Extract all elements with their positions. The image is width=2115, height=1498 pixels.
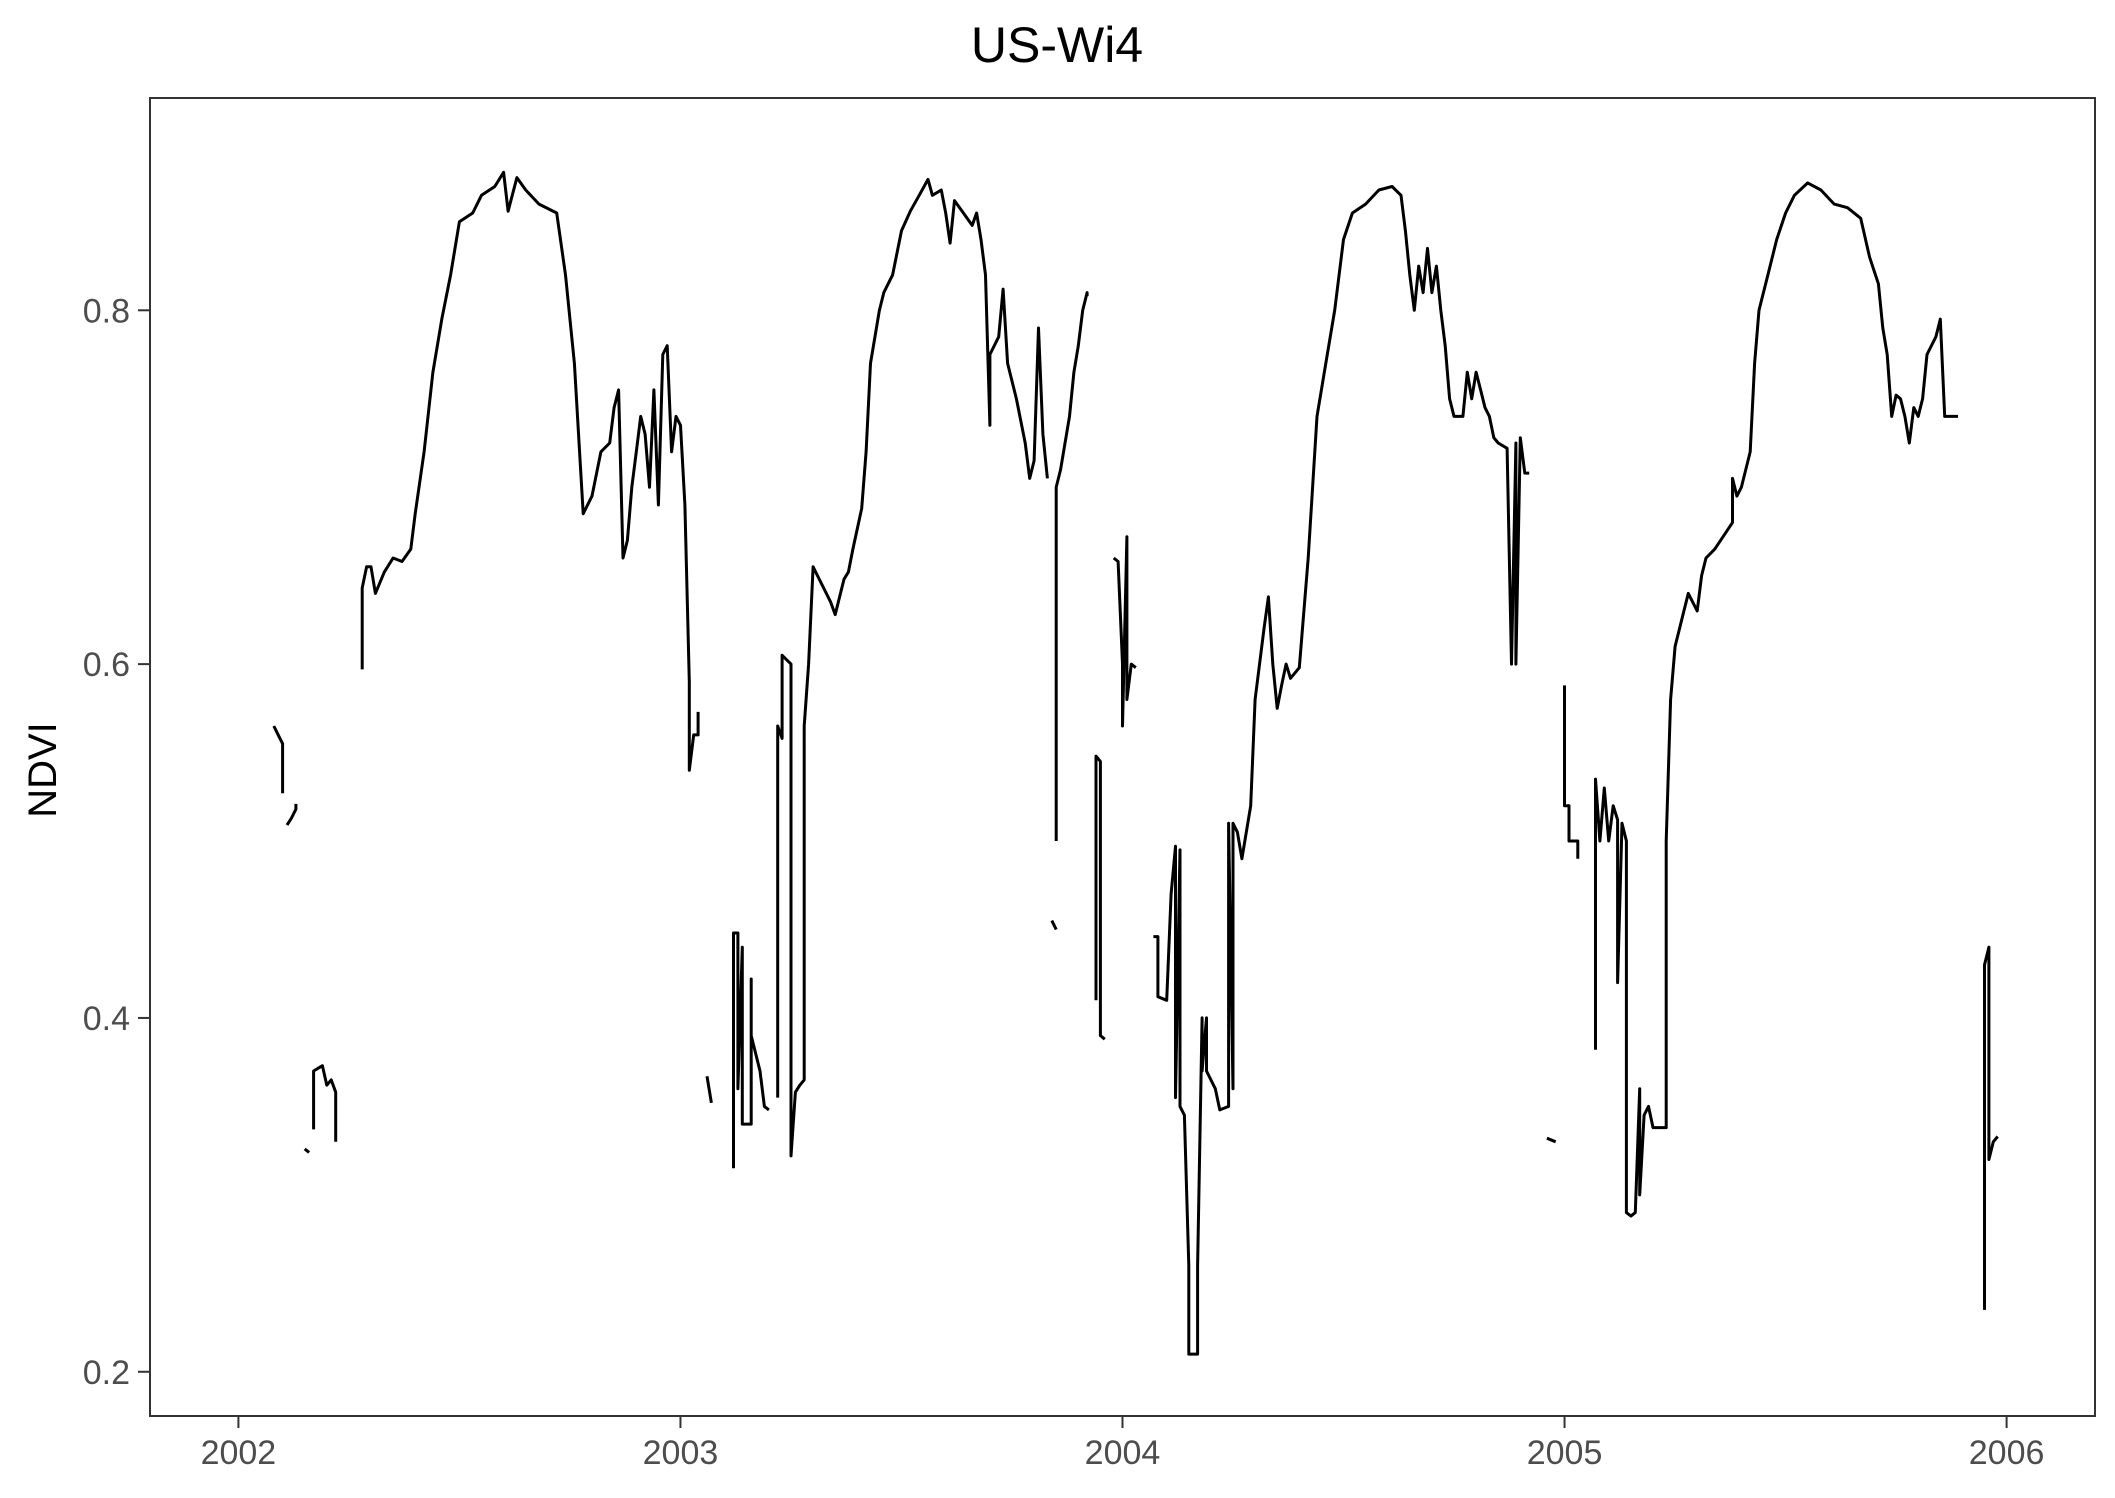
ndvi-series-segment [272, 725, 285, 794]
ndvi-series-segment [303, 1147, 311, 1154]
x-tick-label: 2006 [1969, 1434, 2045, 1472]
ndvi-series-segment [360, 170, 700, 772]
y-tick-label: 0.4 [83, 1000, 130, 1038]
ndvi-series-segment [1594, 181, 1958, 1218]
x-tick-label: 2003 [643, 1434, 719, 1472]
y-tick-label: 0.6 [83, 646, 130, 684]
ndvi-series-segment [776, 177, 1049, 1158]
x-tick-label: 2004 [1085, 1434, 1161, 1472]
ndvi-series-segment [1112, 535, 1137, 728]
ndvi-series-segment [732, 931, 770, 1169]
x-axis: 2002 2003 2004 2005 2006 [201, 1416, 2045, 1472]
y-tick-label: 0.8 [83, 292, 130, 330]
ndvi-series-segment [285, 803, 298, 826]
ndvi-series-segment [312, 1064, 338, 1142]
chart-title: US-Wi4 [971, 17, 1143, 73]
ndvi-series-segment [705, 1076, 713, 1104]
ndvi-series-segment [1983, 945, 1999, 1310]
ndvi-series-segment [1054, 291, 1089, 841]
y-axis: 0.2 0.4 0.6 0.8 [83, 292, 150, 1392]
y-axis-label: NDVI [21, 722, 65, 818]
ndvi-series-segment [1153, 185, 1530, 1356]
y-tick-label: 0.2 [83, 1354, 130, 1392]
plot-area [272, 170, 1999, 1356]
ndvi-series-segment [1050, 919, 1058, 931]
plot-panel-border [149, 97, 2096, 1417]
x-tick-label: 2005 [1527, 1434, 1603, 1472]
ndvi-series-segment [1546, 1136, 1557, 1144]
ndvi-series-segment [1094, 754, 1106, 1041]
ndvi-series-segment [1563, 685, 1580, 859]
x-tick-label: 2002 [201, 1434, 277, 1472]
